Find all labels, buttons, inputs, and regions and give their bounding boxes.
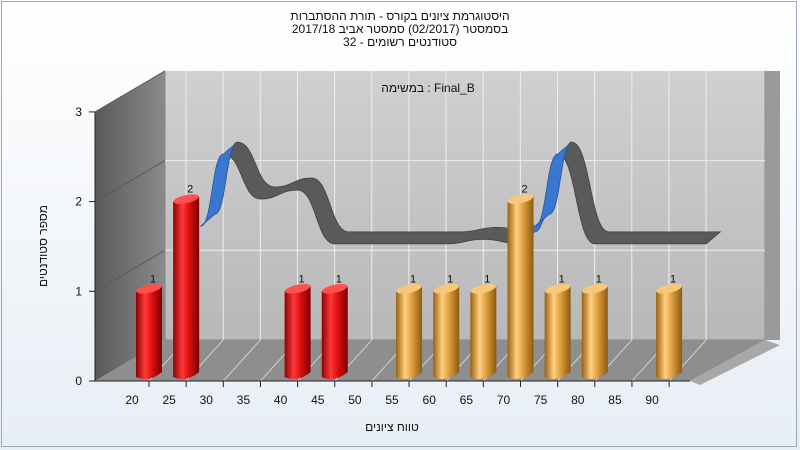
x-tick-label: 40 bbox=[274, 393, 288, 407]
bar bbox=[507, 194, 534, 380]
trend-curve bbox=[199, 141, 722, 245]
curve-ribbon-rising bbox=[534, 141, 573, 227]
chart-title: היסטוגרמת ציונים בקורס - תורת ההסתברות ב… bbox=[200, 10, 600, 49]
bar-body bbox=[433, 286, 460, 380]
grid-line-floor bbox=[222, 339, 261, 382]
bar-value-label: 1 bbox=[484, 273, 490, 285]
bar-cap bbox=[284, 284, 311, 294]
title-line-1: היסטוגרמת ציונים בקורס - תורת ההסתברות bbox=[290, 9, 510, 23]
bar bbox=[581, 284, 608, 380]
bar bbox=[656, 284, 683, 380]
bar-cap bbox=[396, 284, 422, 294]
bar-cap bbox=[322, 284, 348, 294]
right-side bbox=[765, 71, 780, 340]
bar-value-label: 1 bbox=[299, 273, 305, 285]
y-ticks: 0 1 2 3 bbox=[75, 105, 95, 388]
bar-value-label: 1 bbox=[336, 273, 342, 285]
y-tick-label: 1 bbox=[75, 284, 82, 298]
y-tick-label: 2 bbox=[75, 195, 82, 209]
bar bbox=[470, 284, 497, 380]
bar bbox=[321, 284, 348, 380]
bar-body bbox=[544, 286, 571, 380]
bar-body bbox=[321, 286, 348, 380]
x-tick-label: 30 bbox=[200, 393, 214, 407]
bar-body bbox=[470, 286, 497, 380]
bar-value-label: 2 bbox=[187, 184, 193, 196]
bar-value-label: 1 bbox=[670, 273, 676, 285]
y-tick-label: 3 bbox=[75, 105, 82, 119]
x-tick-label: 75 bbox=[534, 393, 548, 407]
bar-body bbox=[173, 196, 200, 380]
bar bbox=[173, 194, 200, 380]
x-tick-label: 35 bbox=[237, 393, 251, 407]
grid-line-left-wall bbox=[94, 160, 166, 203]
bar-body bbox=[136, 286, 162, 380]
bar-body bbox=[396, 286, 423, 380]
x-tick-label: 70 bbox=[497, 393, 511, 407]
curve-ribbon-rising bbox=[199, 141, 239, 227]
bar-cap bbox=[470, 284, 497, 294]
grid-line-left-wall bbox=[94, 70, 166, 113]
bar-value-label: 2 bbox=[521, 184, 527, 196]
x-tick-label: 25 bbox=[162, 393, 176, 407]
bar-value-label: 1 bbox=[559, 273, 565, 285]
bar-value-label: 1 bbox=[447, 273, 453, 285]
bar bbox=[544, 284, 571, 380]
bar bbox=[433, 284, 460, 380]
x-tick-label: 45 bbox=[311, 393, 325, 407]
grid-line-left-wall bbox=[94, 249, 166, 292]
bar-value-label: 1 bbox=[410, 273, 416, 285]
bar-value-label: 1 bbox=[150, 273, 156, 285]
bar-cap bbox=[582, 284, 608, 294]
bar-cap bbox=[136, 284, 162, 294]
bar-value-label: 1 bbox=[596, 273, 602, 285]
x-tick-label: 80 bbox=[571, 393, 585, 407]
annotation-text: במשימה : Final_B bbox=[381, 81, 475, 95]
bar-cap bbox=[544, 284, 571, 294]
bar-cap bbox=[433, 284, 459, 294]
bar-cap bbox=[173, 194, 199, 204]
data-labels: 1 2 1 1 1 1 1 2 1 1 1 bbox=[150, 184, 676, 286]
bar bbox=[396, 284, 423, 380]
bar bbox=[136, 284, 162, 380]
x-tick-label: 50 bbox=[348, 393, 362, 407]
x-axis-title: טווח ציונים bbox=[365, 420, 419, 434]
title-line-3: סטודנטים רשומים - 32 bbox=[343, 35, 457, 49]
x-tick-label: 20 bbox=[125, 393, 139, 407]
bar-body bbox=[656, 286, 683, 380]
y-tick-label: 0 bbox=[75, 374, 82, 388]
x-tick-label: 60 bbox=[423, 393, 437, 407]
title-line-2: בסמסטר (02/2017) סמסטר אביב 2017/18 bbox=[291, 22, 509, 36]
bar-cap bbox=[656, 284, 682, 294]
floor-edge bbox=[690, 340, 780, 385]
x-tick-label: 90 bbox=[645, 393, 659, 407]
bar bbox=[284, 284, 311, 380]
x-ticks: 20 25 30 35 40 45 50 55 60 65 70 75 80 85 90 bbox=[125, 381, 670, 407]
curve-ribbon-back bbox=[199, 141, 722, 245]
bar-body bbox=[284, 286, 311, 380]
bar-body bbox=[581, 286, 608, 380]
x-tick-label: 65 bbox=[460, 393, 474, 407]
bar-cap bbox=[507, 194, 534, 204]
x-tick-label: 85 bbox=[608, 393, 622, 407]
bars bbox=[136, 194, 683, 380]
y-axis-title: מספר סטודנטים bbox=[36, 205, 50, 287]
bar-body bbox=[507, 196, 534, 380]
x-tick-label: 55 bbox=[385, 393, 399, 407]
